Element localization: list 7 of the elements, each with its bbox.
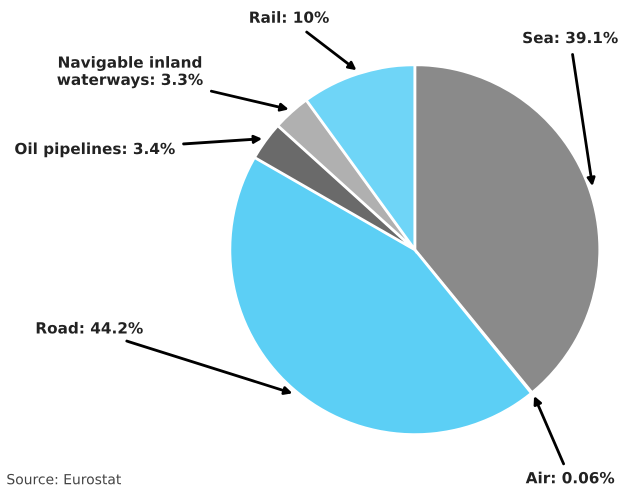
slice-label: Rail: 10%	[250, 11, 329, 23]
slice-label: Oil pipelines: 3.4%	[15, 142, 175, 158]
source-note: Source: Eurostat	[7, 474, 121, 484]
slice-label: Air: 0.06%	[526, 472, 614, 484]
slice-label: Navigable inland waterways: 3.3%	[57, 56, 203, 88]
slice-label: Sea: 39.1%	[523, 32, 618, 44]
slice-label: Road: 44.2%	[36, 322, 143, 334]
